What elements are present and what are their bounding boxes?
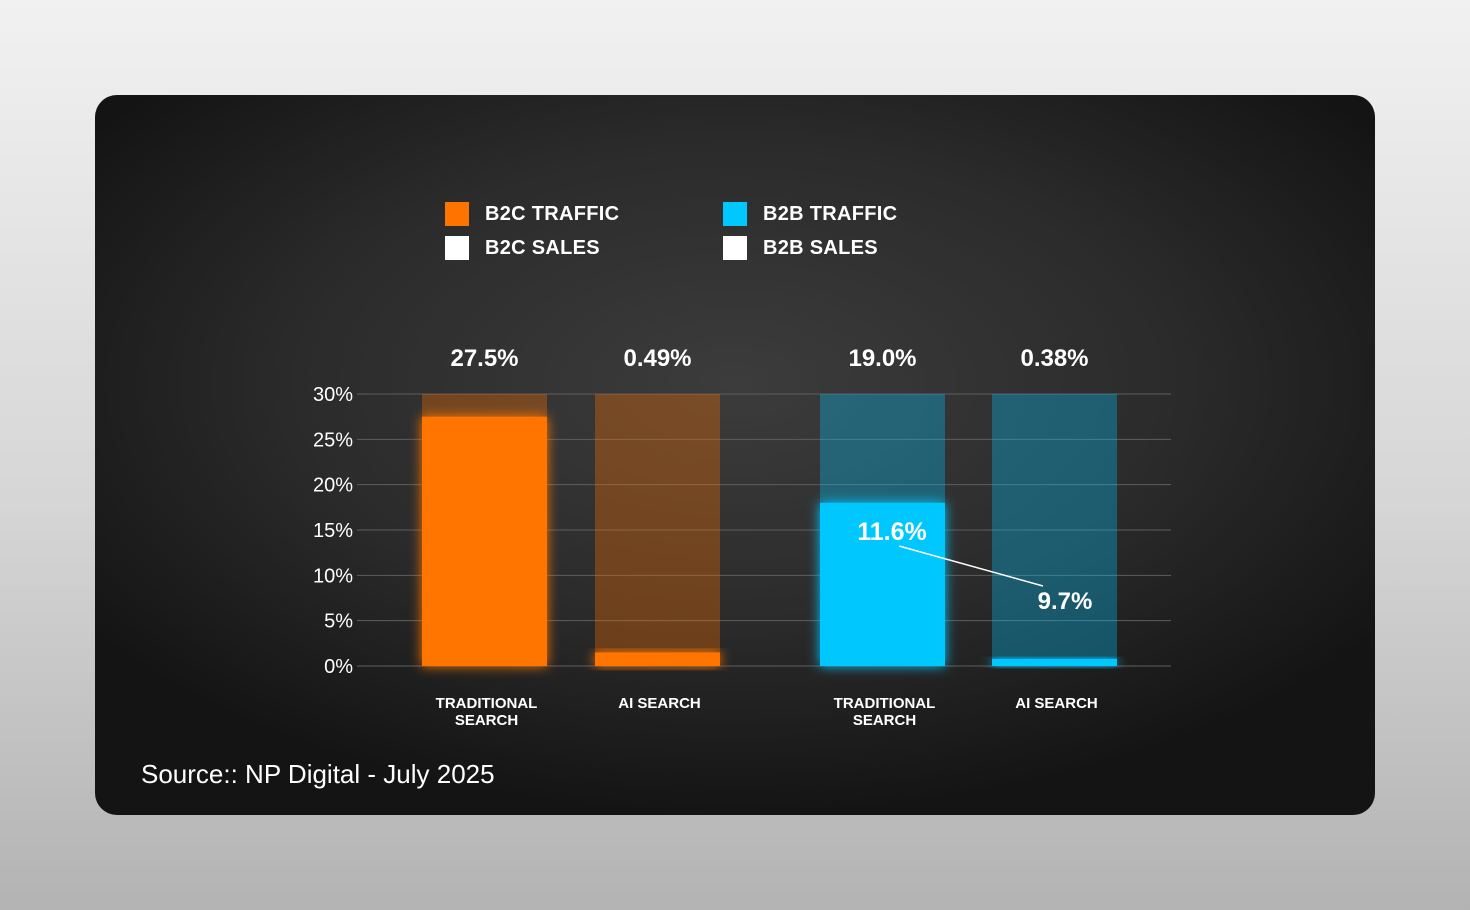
annotation-connector bbox=[898, 545, 1044, 587]
legend-b2b-traffic: B2B TRAFFIC bbox=[723, 202, 897, 226]
category-label: AI SEARCH bbox=[618, 695, 701, 712]
y-tick-label: 10% bbox=[313, 565, 353, 587]
bar bbox=[820, 502, 945, 666]
legend-b2c-traffic: B2C TRAFFIC bbox=[445, 202, 619, 226]
legend-swatch-b2c-traffic bbox=[445, 202, 469, 226]
category-label: AI SEARCH bbox=[1015, 695, 1098, 712]
source-note: Source:: NP Digital - July 2025 bbox=[141, 759, 495, 789]
chart-card: B2C TRAFFIC B2C SALES B2B TRAFFIC B2B SA… bbox=[95, 95, 1375, 815]
y-tick-label: 0% bbox=[324, 656, 353, 678]
legend-b2b-sales: B2B SALES bbox=[723, 236, 878, 260]
bar-background bbox=[595, 394, 720, 666]
legend-b2c-sales: B2C SALES bbox=[445, 236, 600, 260]
annotation-label: 11.6% bbox=[857, 518, 927, 546]
legend-label-b2c-sales: B2C SALES bbox=[485, 236, 600, 259]
category-label: TRADITIONAL bbox=[436, 695, 538, 712]
category-label: TRADITIONAL bbox=[834, 695, 936, 712]
bar bbox=[992, 658, 1117, 666]
annotation-label: 9.7% bbox=[1038, 588, 1093, 615]
bar-value-label: 27.5% bbox=[450, 345, 518, 372]
legend-label-b2b-sales: B2B SALES bbox=[763, 236, 878, 259]
bar-value-label: 19.0% bbox=[848, 345, 916, 372]
bar-value-label: 0.38% bbox=[1020, 345, 1088, 372]
legend-swatch-b2c-sales bbox=[445, 236, 469, 260]
legend-swatch-b2b-sales bbox=[723, 236, 747, 260]
legend-swatch-b2b-traffic bbox=[723, 202, 747, 226]
category-label: SEARCH bbox=[455, 712, 518, 729]
bar-chart: 30%25%20%15%10%5%0%27.5%TRADITIONALSEARC… bbox=[313, 345, 1171, 729]
y-tick-label: 20% bbox=[313, 475, 353, 497]
y-tick-label: 5% bbox=[324, 611, 353, 633]
legend-label-b2b-traffic: B2B TRAFFIC bbox=[763, 202, 898, 225]
bar bbox=[595, 652, 720, 666]
y-tick-label: 30% bbox=[313, 384, 353, 406]
bar-value-label: 0.49% bbox=[623, 345, 691, 372]
y-tick-label: 15% bbox=[313, 520, 353, 542]
category-label: SEARCH bbox=[853, 712, 916, 729]
y-tick-label: 25% bbox=[313, 429, 353, 451]
bar bbox=[422, 416, 547, 666]
legend-label-b2c-traffic: B2C TRAFFIC bbox=[485, 202, 620, 225]
bar-background bbox=[992, 394, 1117, 666]
